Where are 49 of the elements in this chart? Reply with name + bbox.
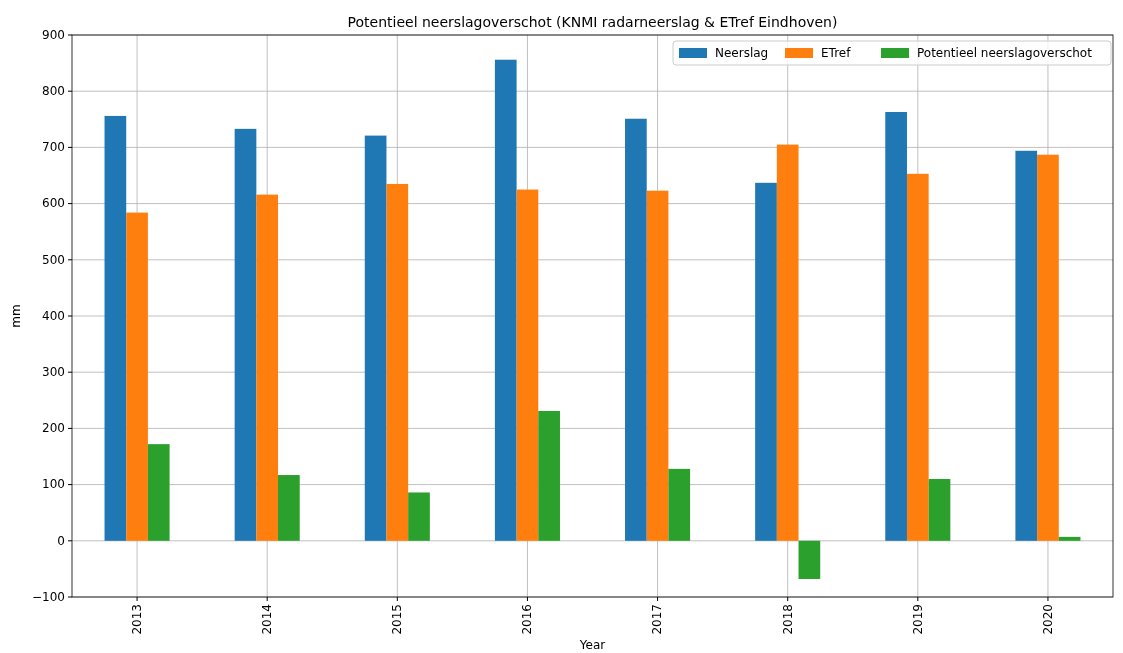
- bar: [538, 410, 560, 541]
- x-tick-label: 2017: [650, 604, 665, 635]
- y-tick-label: 500: [42, 252, 65, 267]
- bar: [256, 194, 279, 541]
- bar: [494, 59, 517, 541]
- bar: [668, 468, 691, 541]
- bar: [364, 135, 387, 541]
- bar: [234, 128, 257, 541]
- bar: [516, 189, 539, 541]
- legend-label: Potentieel neerslagoverschot: [917, 46, 1093, 61]
- y-tick-label: 700: [42, 140, 65, 155]
- bar: [625, 118, 647, 541]
- x-tick-label: 2018: [780, 604, 795, 635]
- x-tick-label: 2020: [1040, 604, 1055, 635]
- bar: [646, 190, 669, 541]
- x-tick-label: 2019: [910, 604, 925, 635]
- x-tick-label: 2016: [520, 604, 535, 635]
- bar: [928, 478, 951, 541]
- y-tick-label: 0: [57, 533, 65, 548]
- bar: [386, 183, 409, 541]
- bar: [408, 492, 430, 541]
- y-tick-label: 900: [42, 27, 65, 42]
- x-axis-title: Year: [578, 638, 606, 652]
- bar: [798, 540, 821, 580]
- x-tick-label: 2015: [390, 604, 405, 635]
- y-tick-label: −100: [32, 589, 65, 604]
- bar: [1015, 150, 1038, 541]
- bar: [1037, 154, 1059, 541]
- y-tick-label: 400: [42, 308, 65, 323]
- bar: [906, 173, 929, 541]
- legend-label: ETref: [821, 46, 852, 61]
- bar: [104, 115, 127, 541]
- x-tick-label: 2013: [129, 604, 144, 635]
- y-tick-label: 200: [42, 421, 65, 436]
- y-axis-title: mm: [9, 304, 23, 328]
- chart-title: Potentieel neerslagoverschot (KNMI radarneerslag & ETref Eindhoven): [347, 14, 838, 30]
- y-tick-label: 300: [42, 365, 65, 380]
- bar: [126, 212, 148, 541]
- bar: [885, 111, 907, 541]
- bar: [278, 475, 300, 541]
- bar: [776, 144, 799, 541]
- y-tick-label: 800: [42, 84, 65, 99]
- bar: [147, 444, 170, 541]
- y-tick-label: 600: [42, 196, 65, 211]
- y-tick-label: 100: [42, 477, 65, 492]
- x-tick-label: 2014: [260, 604, 275, 635]
- legend-label: Neerslag: [715, 46, 769, 61]
- bar: [755, 182, 777, 541]
- bar: [1058, 536, 1081, 541]
